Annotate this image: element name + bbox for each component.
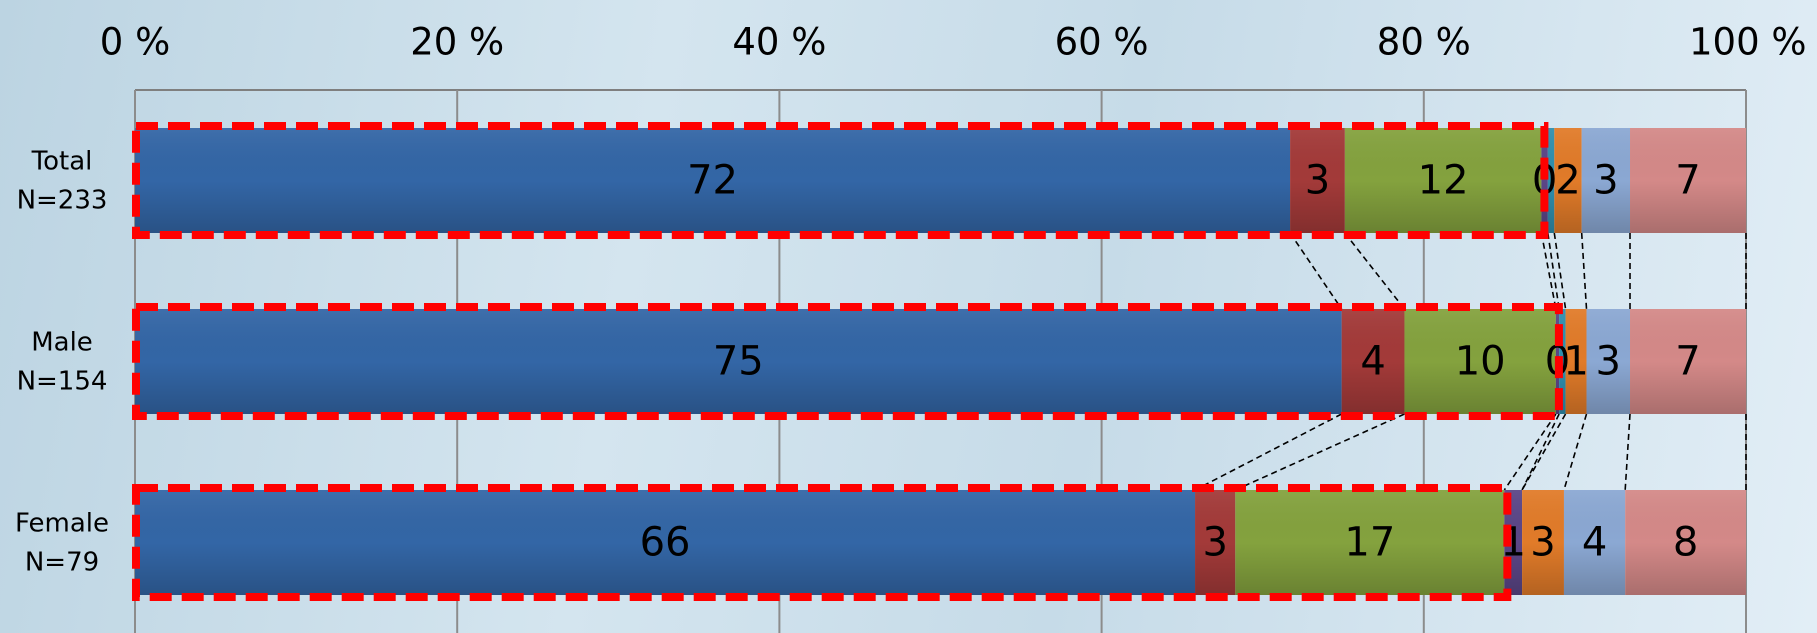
bar-segment-shade bbox=[1344, 128, 1542, 233]
connector-line bbox=[1503, 413, 1557, 491]
bar-segment-shade bbox=[1586, 309, 1631, 414]
connector-line bbox=[1194, 413, 1343, 491]
bar-segment-shade bbox=[1195, 490, 1236, 595]
row-label-name: Female bbox=[15, 509, 109, 539]
data-label: 4 bbox=[1360, 339, 1385, 385]
row-label-n: N=154 bbox=[17, 367, 108, 397]
data-label: 1 bbox=[1563, 339, 1588, 385]
bar-segment-shade bbox=[1625, 490, 1746, 595]
connector-line bbox=[1521, 413, 1567, 491]
bar-segment-shade bbox=[1581, 128, 1631, 233]
data-label: 66 bbox=[640, 520, 691, 566]
data-label: 12 bbox=[1418, 158, 1469, 204]
x-tick-label: 20 % bbox=[410, 21, 504, 64]
highlight-box bbox=[132, 484, 1512, 601]
connector-line bbox=[1624, 413, 1631, 491]
row-label-n: N=79 bbox=[25, 548, 99, 578]
connector-line bbox=[1289, 232, 1343, 310]
bar-segment-shade bbox=[135, 490, 1196, 595]
connector-line bbox=[1540, 232, 1557, 310]
data-label: 3 bbox=[1202, 520, 1227, 566]
bar-segment-shade bbox=[1547, 128, 1555, 233]
row-label-n: N=233 bbox=[17, 186, 108, 216]
bar-segment-shade bbox=[1522, 490, 1564, 595]
connector-line bbox=[1563, 413, 1588, 491]
bar-segment-shade bbox=[1290, 128, 1345, 233]
bar-segment-shade bbox=[1341, 309, 1405, 414]
connector-line bbox=[1547, 232, 1560, 310]
data-label: 7 bbox=[1675, 339, 1700, 385]
bar-segment-shade bbox=[1404, 309, 1556, 414]
x-axis-ticks: 0 % 20 % 40 % 60 % 80 % 100 % bbox=[100, 21, 1807, 64]
row-label-name: Total bbox=[31, 147, 93, 177]
bar-segment-shade bbox=[1565, 309, 1587, 414]
data-label: 75 bbox=[713, 339, 764, 385]
data-label: 72 bbox=[687, 158, 738, 204]
connector-line bbox=[1580, 232, 1588, 310]
data-label: 2 bbox=[1555, 158, 1580, 204]
connector-line bbox=[1521, 413, 1560, 491]
bar-segment-shade bbox=[1235, 490, 1505, 595]
connector-line bbox=[1344, 232, 1406, 310]
bars: 72 3 12 02 3 775 4 10 01 3 766 3 17 1 3 4 8 bbox=[135, 128, 1746, 595]
data-label: 3 bbox=[1305, 158, 1330, 204]
x-tick-label: 100 % bbox=[1689, 21, 1807, 64]
highlight-box bbox=[132, 303, 1563, 420]
x-tick-label: 60 % bbox=[1055, 21, 1149, 64]
bar-segment-shade bbox=[135, 128, 1291, 233]
data-label: 7 bbox=[1675, 158, 1700, 204]
highlight-boxes bbox=[132, 122, 1563, 601]
connector-line bbox=[1553, 232, 1567, 310]
row-labels: Total N=233 Male N=154 Female N=79 bbox=[15, 147, 109, 578]
bar-segment-shade bbox=[135, 309, 1342, 414]
bar-segment-shade bbox=[1554, 128, 1582, 233]
data-label: 10 bbox=[1455, 339, 1506, 385]
x-tick-label: 40 % bbox=[732, 21, 826, 64]
bar-segment-shade bbox=[1563, 490, 1626, 595]
data-label: 4 bbox=[1582, 520, 1607, 566]
data-label: 3 bbox=[1530, 520, 1555, 566]
data-label: 3 bbox=[1596, 339, 1621, 385]
bar-segment-shade bbox=[1541, 128, 1548, 233]
data-label: 3 bbox=[1593, 158, 1618, 204]
connector-line bbox=[1234, 413, 1405, 491]
data-label: 8 bbox=[1673, 520, 1698, 566]
bar-segment-shade bbox=[1630, 309, 1746, 414]
connector-lines bbox=[1194, 232, 1747, 491]
x-tick-label: 80 % bbox=[1377, 21, 1471, 64]
data-label: 17 bbox=[1344, 520, 1395, 566]
highlight-box bbox=[132, 122, 1549, 239]
x-tick-label: 0 % bbox=[100, 21, 170, 64]
row-label-name: Male bbox=[31, 328, 93, 358]
bar-segment-shade bbox=[1630, 128, 1746, 233]
